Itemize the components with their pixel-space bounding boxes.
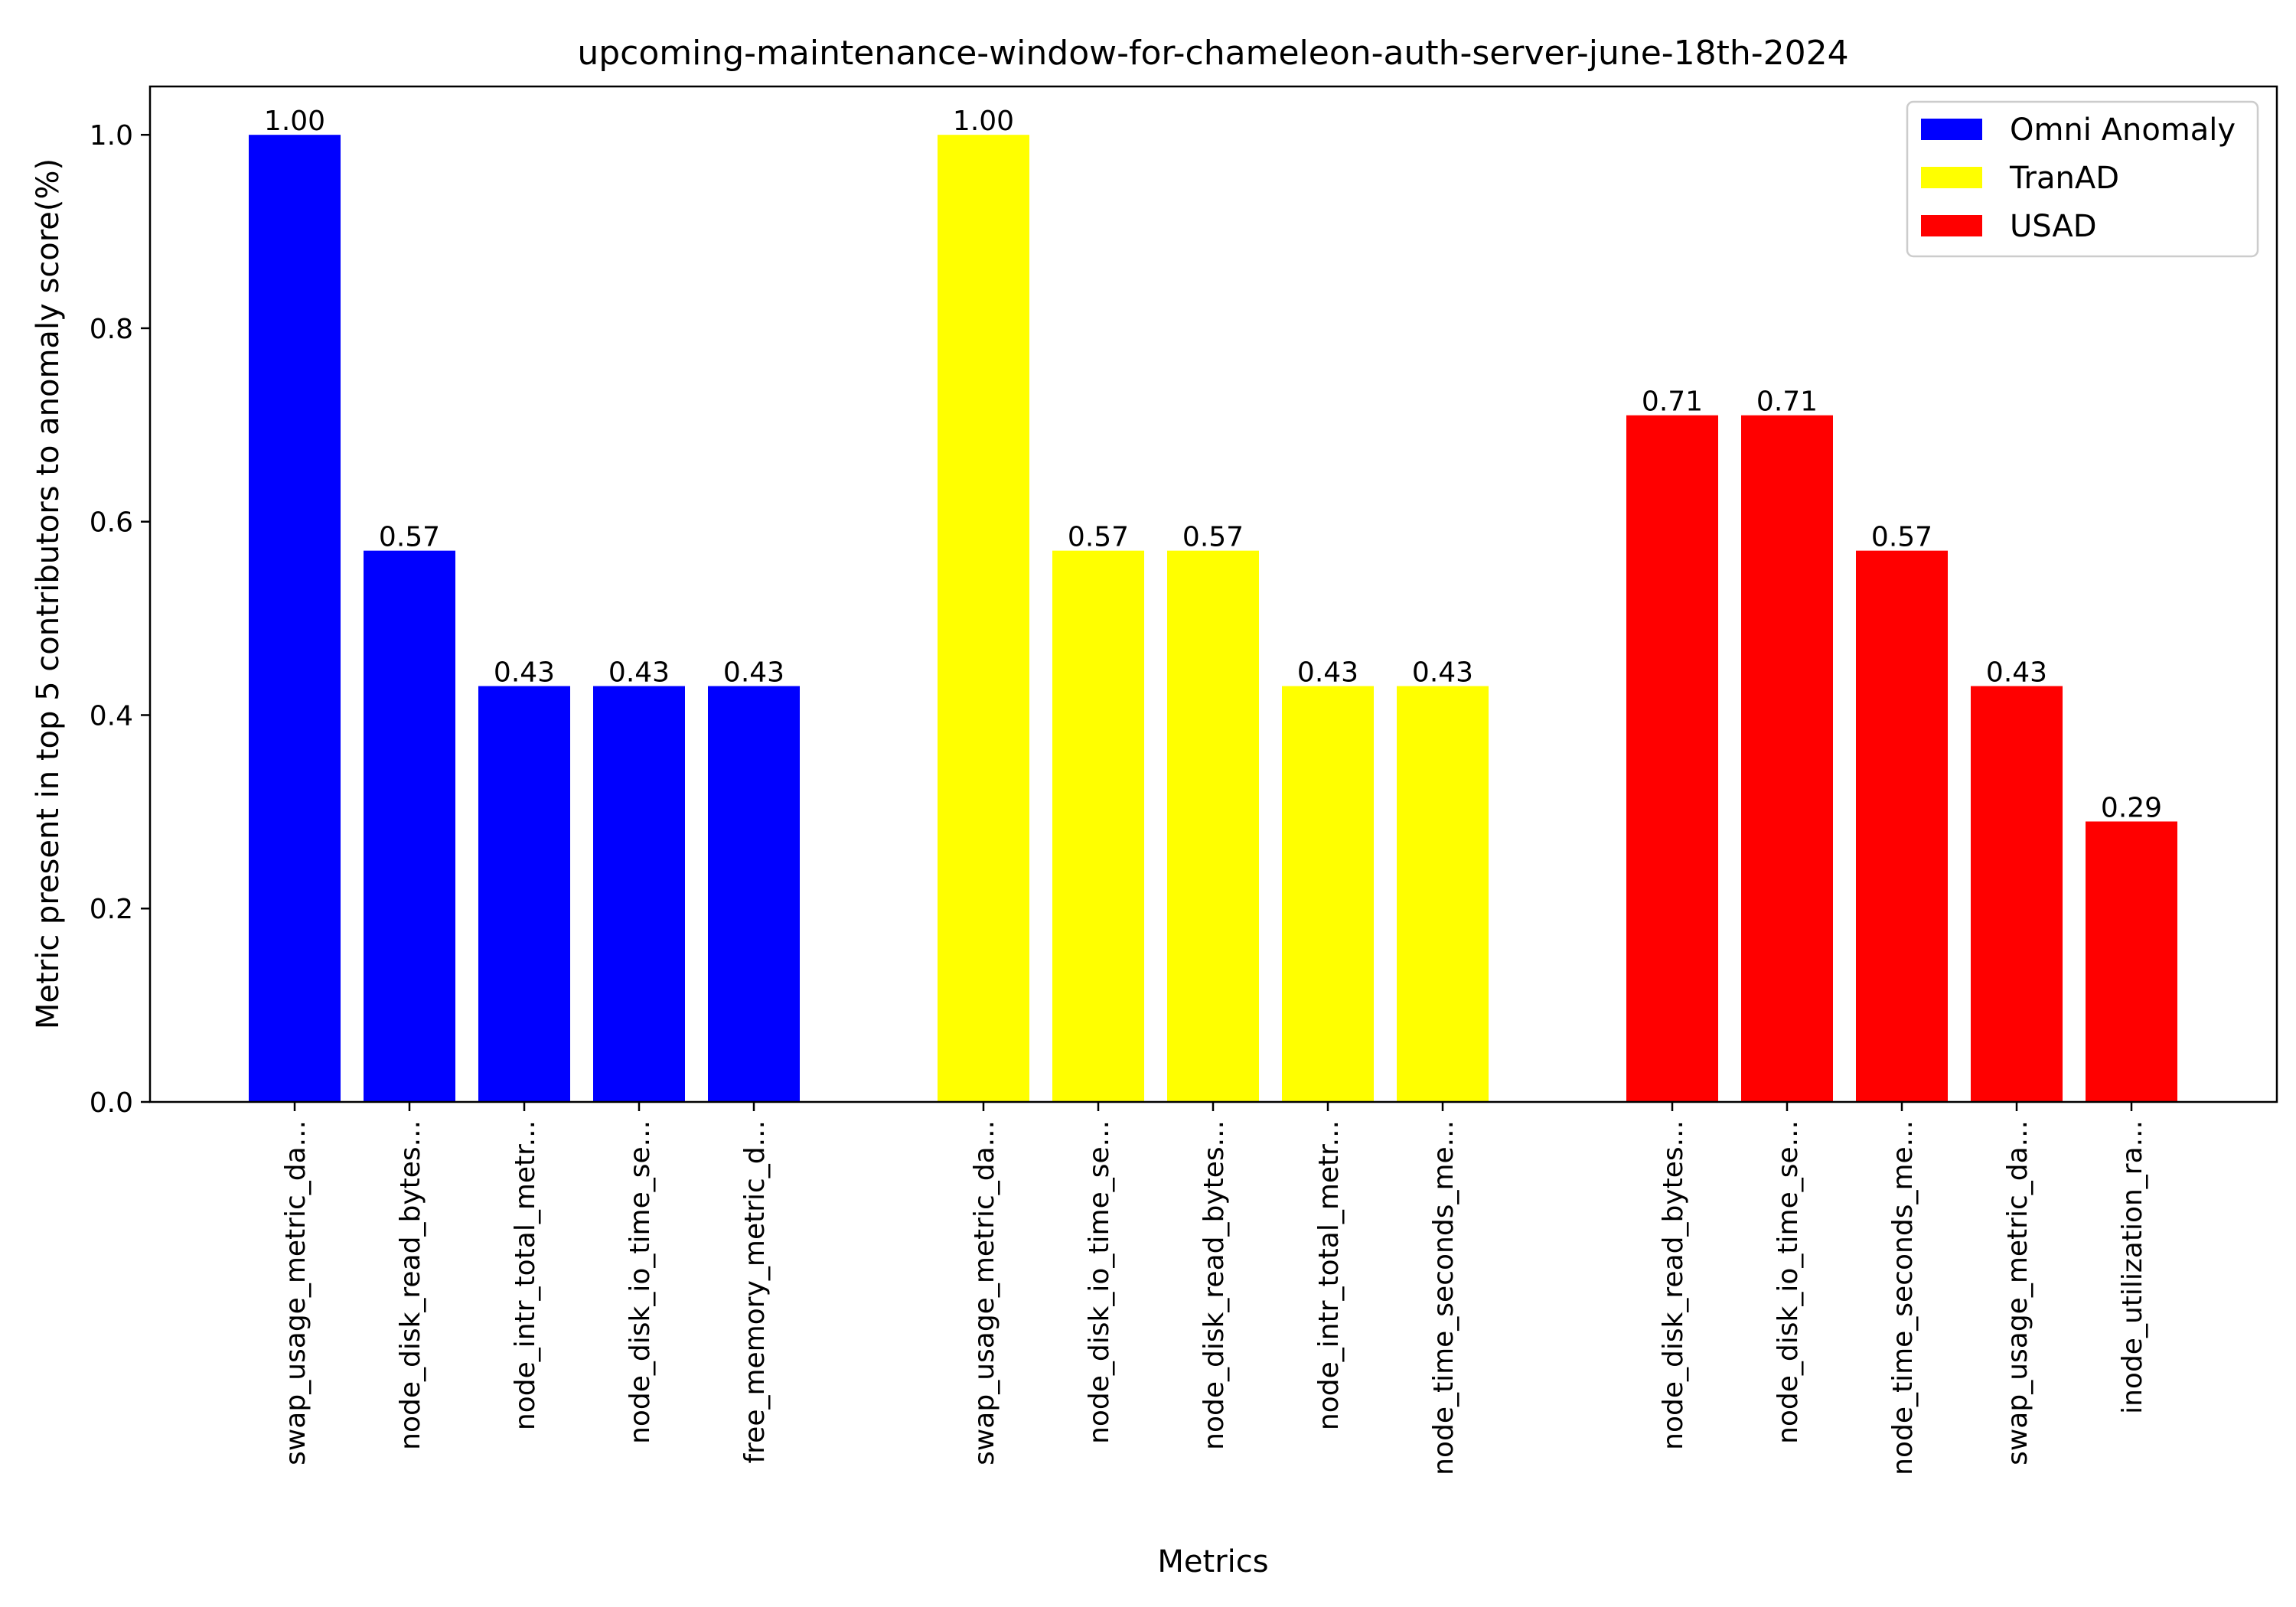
bar-value-label: 0.43 (494, 657, 555, 689)
bar (1397, 686, 1489, 1102)
bar (1282, 686, 1374, 1102)
bar-value-label: 0.71 (1642, 386, 1703, 418)
chart-title: upcoming-maintenance-window-for-chameleo… (577, 34, 1848, 73)
y-tick-label: 0.0 (90, 1087, 133, 1119)
x-tick-label: node_disk_io_time_se... (1084, 1120, 1115, 1444)
legend-label: USAD (2010, 209, 2097, 244)
x-tick-label: node_time_seconds_me... (1887, 1120, 1919, 1475)
y-tick-label: 0.2 (90, 894, 133, 925)
x-tick-label: node_disk_read_bytes... (1199, 1120, 1230, 1450)
x-tick-label: node_intr_total_metr... (510, 1120, 541, 1430)
x-axis: swap_usage_metric_da... node_disk_read_by… (280, 1102, 2148, 1475)
bar (1052, 550, 1144, 1102)
x-tick-label: node_intr_total_metr... (1313, 1120, 1345, 1430)
bar-value-label: 0.43 (1297, 657, 1358, 689)
x-tick-label: node_disk_io_time_se... (1773, 1120, 1804, 1444)
x-tick-label: swap_usage_metric_da... (2002, 1120, 2033, 1465)
bar (249, 135, 341, 1103)
x-tick-label: swap_usage_metric_da... (969, 1120, 1000, 1465)
bar (2086, 821, 2177, 1102)
bar-value-label: 0.29 (2101, 792, 2162, 823)
bar (1856, 550, 1948, 1102)
x-tick-label: node_disk_read_bytes... (1658, 1120, 1689, 1450)
bar-value-label: 0.57 (1068, 522, 1129, 553)
bar-value-label: 1.00 (264, 106, 325, 137)
bar (938, 135, 1029, 1103)
bar-value-label: 0.57 (1871, 522, 1932, 553)
x-tick-label: inode_utilization_ra... (2117, 1120, 2148, 1414)
bar (1741, 415, 1833, 1102)
plot-area: 1.00 0.57 0.43 0.43 0.43 1.00 0.57 0.57 0.43 0.43… (249, 106, 2177, 1103)
bar-value-label: 0.71 (1756, 386, 1818, 418)
bar-value-label: 1.00 (953, 106, 1014, 137)
bar-value-label: 0.57 (1182, 522, 1244, 553)
legend-swatch (1921, 167, 1982, 188)
bar-value-label: 0.43 (1986, 657, 2047, 689)
legend-label: TranAD (2009, 161, 2119, 196)
bar-value-label: 0.57 (379, 522, 440, 553)
x-tick-label: free_memory_metric_d... (739, 1120, 771, 1464)
legend-label: Omni Anomaly (2010, 112, 2236, 148)
legend-swatch (1921, 119, 1982, 140)
y-tick-label: 0.4 (90, 700, 133, 732)
legend-frame (1906, 100, 2259, 258)
y-tick-label: 0.6 (90, 507, 133, 539)
y-axis: 0.0 0.2 0.4 0.6 0.8 1.0 (90, 120, 150, 1119)
bar (478, 686, 570, 1102)
y-tick-label: 1.0 (90, 120, 133, 152)
legend: Omni Anomaly TranAD USAD (1906, 100, 2259, 258)
bar-value-label: 0.43 (1412, 657, 1473, 689)
bar (1971, 686, 2063, 1102)
bar (1626, 415, 1718, 1102)
bar-value-label: 0.43 (723, 657, 784, 689)
y-tick-label: 0.8 (90, 314, 133, 345)
y-axis-label: Metric present in top 5 contributors to … (31, 158, 66, 1029)
bar (708, 686, 800, 1102)
x-tick-label: node_disk_read_bytes... (395, 1120, 426, 1450)
x-tick-label: node_disk_io_time_se... (625, 1120, 656, 1444)
x-axis-label: Metrics (1157, 1544, 1268, 1579)
bar (593, 686, 685, 1102)
bar (1167, 550, 1259, 1102)
x-tick-label: swap_usage_metric_da... (280, 1120, 311, 1465)
x-tick-label: node_time_seconds_me... (1428, 1120, 1459, 1475)
bar-value-label: 0.43 (608, 657, 670, 689)
legend-swatch (1921, 215, 1982, 236)
bar (364, 550, 455, 1102)
